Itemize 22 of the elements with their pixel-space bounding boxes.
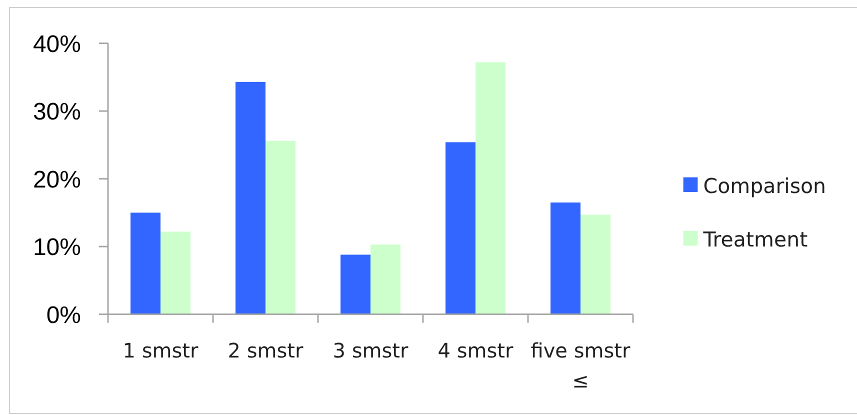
y-tick-label: 20% [32, 166, 81, 194]
bar [236, 82, 266, 314]
bar [370, 244, 400, 314]
x-tick-label: 2 smstr [228, 338, 304, 362]
bar [550, 202, 580, 314]
y-tick-label: 10% [32, 234, 81, 262]
x-tick-label: five smstr ≤ [530, 338, 632, 392]
y-tick-label: 0% [46, 302, 81, 329]
legend-label: Comparison [703, 174, 826, 198]
x-tick-label: 4 smstr [438, 338, 514, 362]
bar [130, 212, 160, 314]
bar [340, 254, 370, 314]
bar [580, 214, 610, 314]
bar [160, 232, 190, 314]
bar [446, 142, 476, 314]
legend-label: Treatment [702, 228, 808, 252]
y-tick-label: 30% [32, 98, 81, 126]
bar [476, 62, 506, 314]
x-tick-label: 1 smstr [122, 338, 200, 362]
y-tick-label: 40% [32, 30, 81, 58]
bar [266, 140, 296, 314]
x-tick-label: 3 smstr [332, 338, 410, 362]
